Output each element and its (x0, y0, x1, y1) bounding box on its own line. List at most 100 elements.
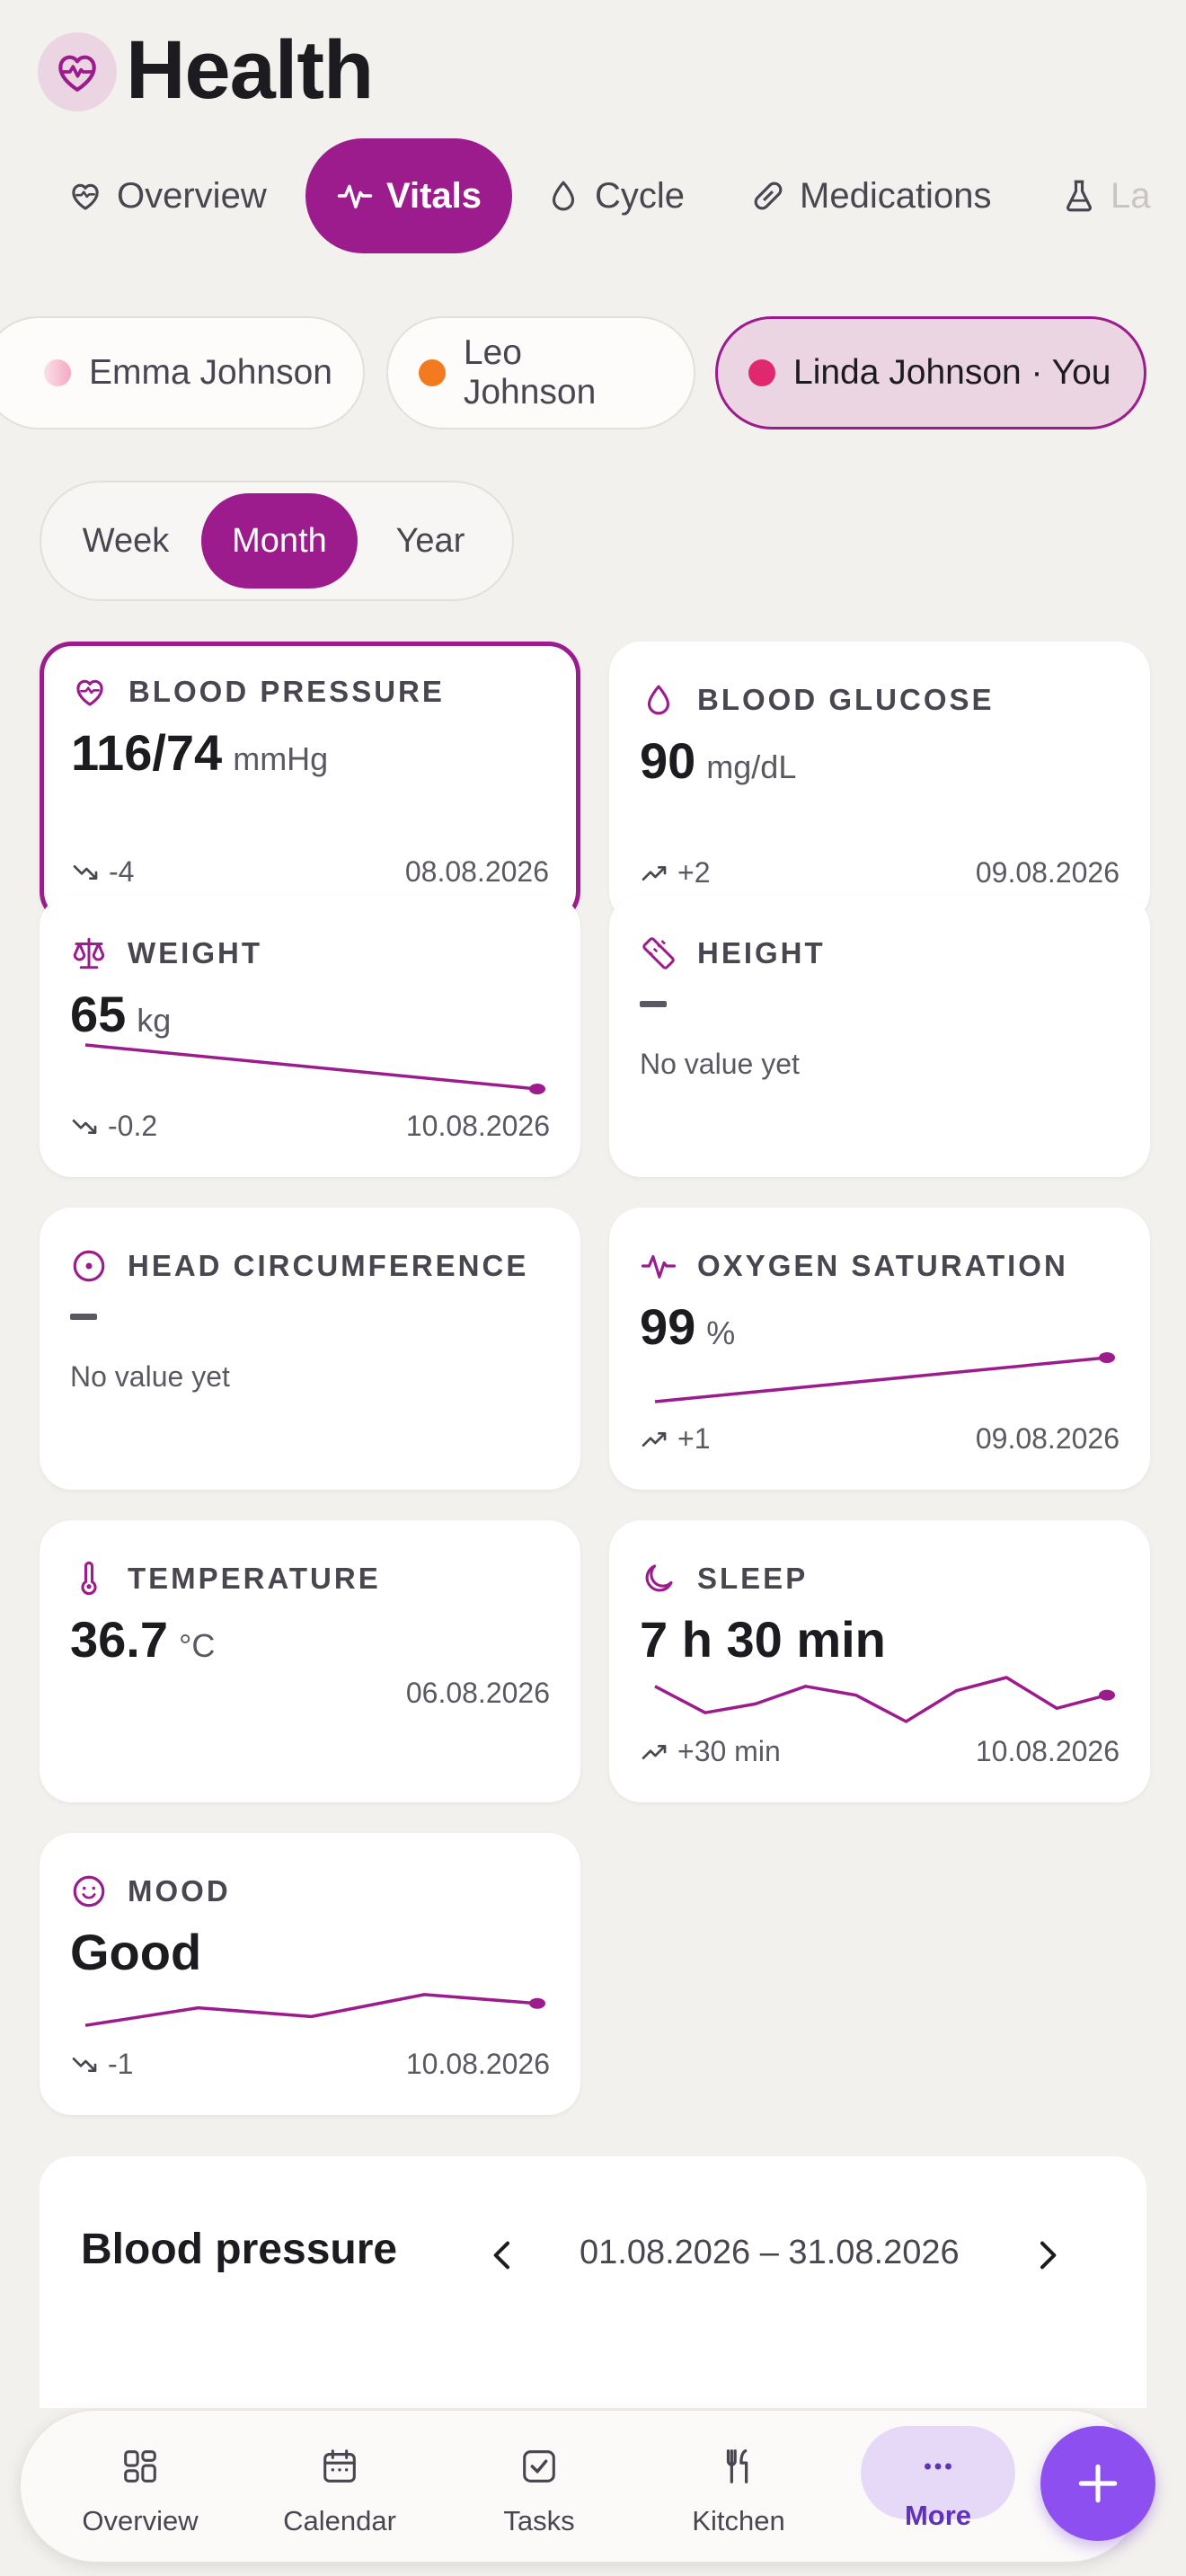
card-value: 116/74 (71, 724, 223, 781)
nav-label: Calendar (283, 2505, 396, 2536)
card-head-circumference[interactable]: HEAD CIRCUMFERENCE No value yet (40, 1208, 580, 1490)
card-label: MOOD (128, 1874, 231, 1908)
person-name: Linda Johnson · You (793, 353, 1111, 392)
nav-more[interactable]: More (857, 2426, 1019, 2552)
card-label: OXYGEN SATURATION (697, 1249, 1068, 1282)
card-unit: °C (179, 1627, 216, 1664)
person-name: Emma Johnson (89, 353, 332, 392)
trend-value: -4 (109, 855, 135, 888)
nav-overview[interactable]: Overview (59, 2426, 221, 2552)
card-mood[interactable]: MOOD Good -1 10.08.2026 (40, 1833, 580, 2115)
tab-labs-label: La (1111, 175, 1151, 216)
trend-up-icon (642, 1744, 667, 1759)
card-sleep[interactable]: SLEEP 7 h 30 min +30 min 10.08.2026 (609, 1520, 1150, 1802)
nav-active-indicator (861, 2426, 1015, 2519)
card-temperature[interactable]: TEMPERATURE 36.7 °C 06.08.2026 (40, 1520, 580, 1802)
moon-icon (645, 1564, 673, 1592)
pill-icon (754, 181, 783, 210)
empty-value-dash (640, 1001, 667, 1007)
chevron-right-icon (1040, 2241, 1057, 2270)
trend-up-icon (642, 1431, 667, 1447)
card-date: 10.08.2026 (975, 1735, 1120, 1767)
tab-overview[interactable]: Overview (66, 138, 267, 253)
empty-value-text: No value yet (640, 1048, 800, 1080)
tab-vitals[interactable]: Vitals (305, 138, 512, 253)
card-label: HEAD CIRCUMFERENCE (128, 1249, 529, 1282)
card-date: 09.08.2026 (975, 856, 1120, 889)
heart-pulse-icon (58, 55, 96, 92)
period-month[interactable]: Month (201, 493, 358, 589)
next-period-button[interactable] (1020, 2228, 1074, 2282)
card-unit: % (706, 1315, 736, 1351)
more-dots-icon (925, 2463, 951, 2470)
card-weight[interactable]: WEIGHT 65 kg -0.2 10.08.2026 (40, 895, 580, 1177)
tab-vitals-label: Vitals (386, 175, 482, 216)
trend-down-icon (72, 2057, 97, 2072)
tab-cycle[interactable]: Cycle (544, 138, 685, 253)
ruler-icon (642, 937, 675, 969)
pulse-icon (641, 1254, 677, 1279)
card-date: 09.08.2026 (975, 1422, 1120, 1455)
card-value: 99 (640, 1298, 696, 1355)
trend-up-icon (642, 865, 667, 881)
scale-icon (73, 937, 105, 969)
sparkline-path (654, 1356, 1108, 1403)
fork-knife-icon (726, 2449, 748, 2483)
card-date: 10.08.2026 (405, 2048, 550, 2080)
empty-value-dash (70, 1314, 97, 1320)
drop-icon (647, 685, 670, 715)
card-height[interactable]: HEIGHT No value yet (609, 895, 1150, 1177)
person-chip-linda[interactable]: Linda Johnson · You (715, 316, 1146, 429)
period-selector: Week Month Year (40, 481, 514, 601)
thermometer-icon (81, 1561, 97, 1596)
card-value: 90 (640, 732, 696, 789)
card-oxygen-saturation[interactable]: OXYGEN SATURATION 99 % +1 09.08.2026 (609, 1208, 1150, 1490)
trend-value: +2 (677, 856, 711, 889)
nav-kitchen[interactable]: Kitchen (658, 2426, 819, 2552)
sparkline-last-point (529, 1084, 545, 1094)
plus-icon (1078, 2464, 1118, 2503)
card-value: 36.7 (70, 1611, 168, 1668)
card-label: BLOOD PRESSURE (128, 675, 445, 708)
person-chip-leo[interactable]: Leo Johnson (386, 316, 695, 429)
card-value: 65 (70, 986, 127, 1042)
card-unit: kg (137, 1002, 172, 1039)
trend-down-icon (73, 864, 98, 880)
previous-period-button[interactable] (476, 2228, 530, 2282)
person-chip-emma[interactable]: Emma Johnson (0, 316, 365, 429)
nav-calendar[interactable]: Calendar (259, 2426, 420, 2552)
card-date: 08.08.2026 (404, 855, 549, 888)
sparkline-path (84, 1993, 538, 2027)
card-label: WEIGHT (128, 936, 262, 969)
empty-value-text: No value yet (70, 1360, 230, 1393)
card-blood-pressure[interactable]: BLOOD PRESSURE 116/74 mmHg -4 08.08.2026 (40, 642, 580, 924)
page-title: Health (126, 24, 374, 116)
card-label: TEMPERATURE (128, 1562, 381, 1595)
chevron-left-icon (493, 2241, 509, 2270)
person-color-dot (44, 359, 72, 386)
calendar-icon (323, 2449, 356, 2483)
pulse-icon (337, 184, 373, 208)
nav-tasks[interactable]: Tasks (458, 2426, 620, 2552)
checkbox-icon (523, 2450, 555, 2483)
period-week[interactable]: Week (82, 521, 170, 560)
period-year[interactable]: Year (395, 521, 465, 560)
smiley-icon (73, 1875, 105, 1908)
add-button[interactable] (1040, 2426, 1155, 2541)
trend-down-icon (72, 1119, 97, 1134)
trend-value: -1 (108, 2048, 134, 2080)
tab-overview-label: Overview (117, 175, 267, 216)
nav-label: Kitchen (692, 2505, 785, 2536)
card-label: SLEEP (697, 1562, 809, 1595)
tab-labs[interactable]: La (1060, 138, 1186, 253)
card-label: BLOOD GLUCOSE (697, 683, 995, 716)
sparkline-path (654, 1676, 1108, 1723)
person-color-dot (419, 359, 446, 386)
sleep-sparkline (654, 1676, 1115, 1723)
tab-medications-label: Medications (800, 175, 992, 216)
card-blood-glucose[interactable]: BLOOD GLUCOSE 90 mg/dL +2 09.08.2026 (609, 642, 1150, 924)
card-value: 7 h 30 min (640, 1611, 886, 1668)
grid-icon (124, 2450, 156, 2483)
sparkline-last-point (529, 1997, 545, 2009)
tab-medications[interactable]: Medications (749, 138, 991, 253)
